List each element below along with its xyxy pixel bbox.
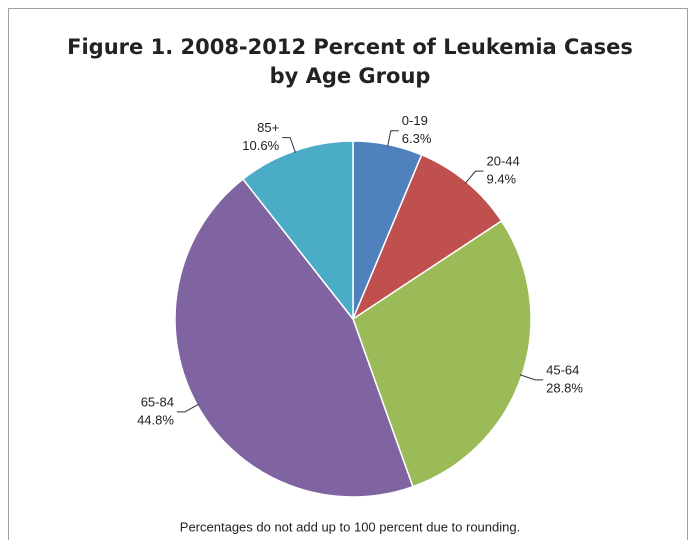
footnote: Percentages do not add up to 100 percent… — [180, 519, 520, 534]
leader-line — [282, 137, 296, 153]
slice-category-label: 45-64 — [546, 362, 579, 377]
slice-value-label: 44.8% — [137, 412, 174, 427]
chart-title: by Age Group — [270, 64, 431, 88]
slice-category-label: 85+ — [257, 120, 279, 135]
leader-line — [519, 374, 544, 381]
slice-value-label: 28.8% — [546, 380, 583, 395]
slice-value-label: 10.6% — [242, 138, 279, 153]
leader-line — [387, 130, 399, 147]
slice-category-label: 20-44 — [486, 154, 519, 169]
leader-line — [464, 170, 484, 184]
leader-line — [176, 403, 200, 413]
chart-border — [8, 8, 688, 540]
slice-value-label: 6.3% — [402, 131, 432, 146]
chart-title: Figure 1. 2008-2012 Percent of Leukemia … — [67, 35, 633, 59]
slice-value-label: 9.4% — [486, 172, 516, 187]
slice-category-label: 65-84 — [141, 394, 174, 409]
slice-category-label: 0-19 — [402, 113, 428, 128]
